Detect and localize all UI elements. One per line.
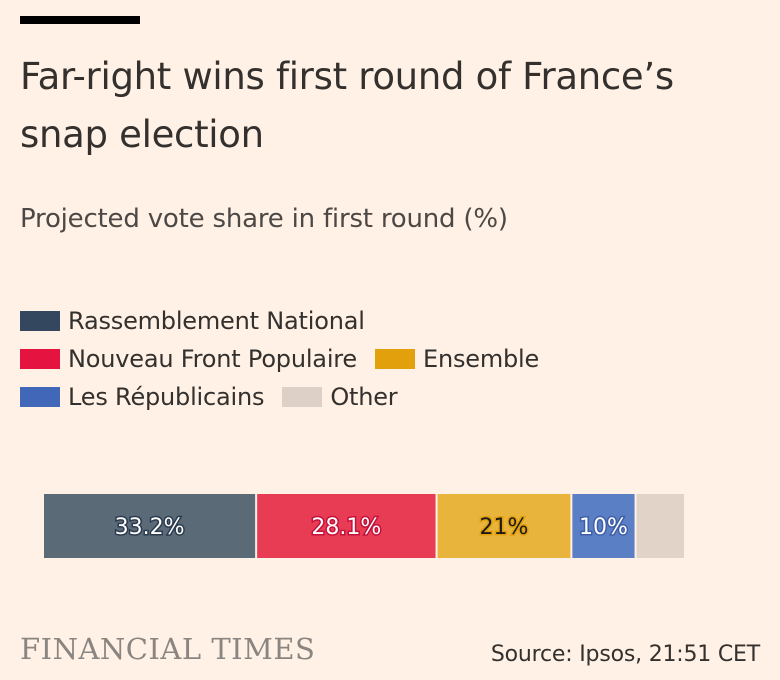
legend-label: Nouveau Front Populaire [68, 345, 357, 373]
chart-legend: Rassemblement National Nouveau Front Popu… [20, 302, 760, 416]
source-note: Source: Ipsos, 21:51 CET [490, 642, 760, 667]
legend-swatch [282, 387, 323, 407]
chart-title: Far-right wins first round of France’s s… [20, 55, 674, 156]
legend-item: Nouveau Front Populaire [20, 340, 357, 378]
data-label-2: 28.1% [311, 515, 381, 540]
legend-swatch [20, 387, 60, 407]
data-label-3: 21% [480, 515, 529, 540]
bar-segment-1 [44, 494, 256, 558]
publisher-logo: FINANCIAL TIMES [20, 632, 316, 666]
legend-swatch [375, 349, 415, 369]
data-label-4: 10% [579, 515, 628, 540]
header-rule [20, 16, 140, 24]
stacked-bar-chart: 33.2% 28.1% 21% 10% [44, 494, 684, 558]
legend-row: Nouveau Front Populaire Ensemble [20, 340, 760, 378]
chart-subtitle: Projected vote share in first round (%) [20, 204, 508, 234]
data-label-1: 33.2% [115, 515, 185, 540]
bar-segment-2 [257, 494, 436, 558]
legend-row: Les Républicains Other [20, 378, 760, 416]
legend-swatch [20, 311, 60, 331]
legend-item: Les Républicains [20, 378, 265, 416]
legend-swatch [20, 349, 60, 369]
legend-label: Ensemble [423, 345, 540, 373]
legend-label: Other [330, 383, 398, 411]
legend-item: Other [282, 378, 398, 416]
bar-segment-4 [572, 494, 635, 558]
legend-label: Rassemblement National [68, 307, 365, 335]
legend-row: Rassemblement National [20, 302, 760, 340]
bar-segment-5 [636, 494, 684, 558]
legend-label: Les Républicains [68, 383, 265, 411]
bar-segment-3 [437, 494, 571, 558]
legend-item: Ensemble [375, 340, 539, 378]
legend-item: Rassemblement National [20, 302, 365, 340]
